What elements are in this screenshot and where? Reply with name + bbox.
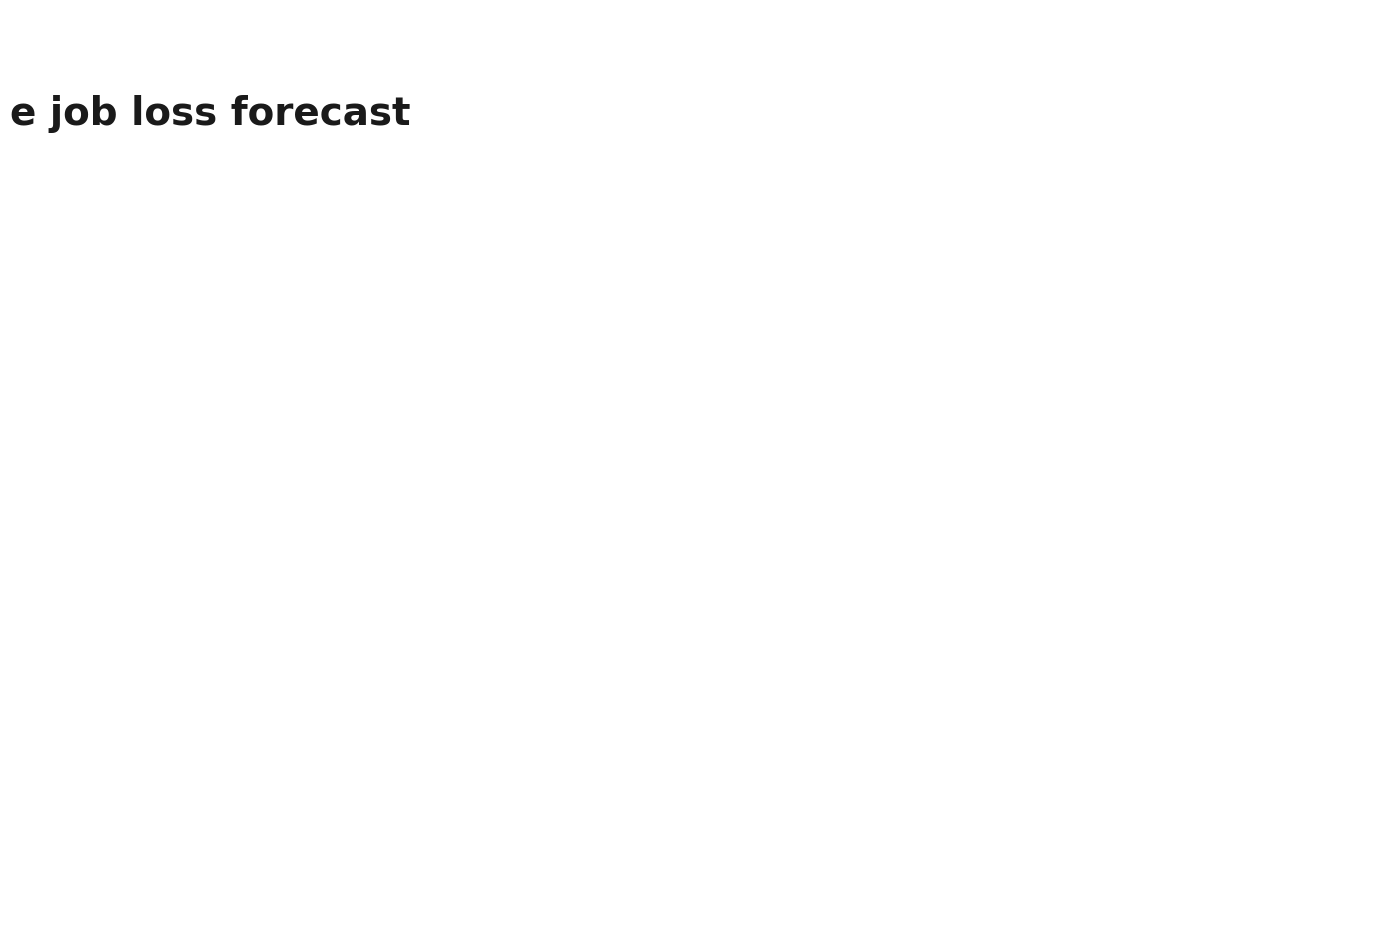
Text: e job loss forecast: e job loss forecast [11,95,412,133]
